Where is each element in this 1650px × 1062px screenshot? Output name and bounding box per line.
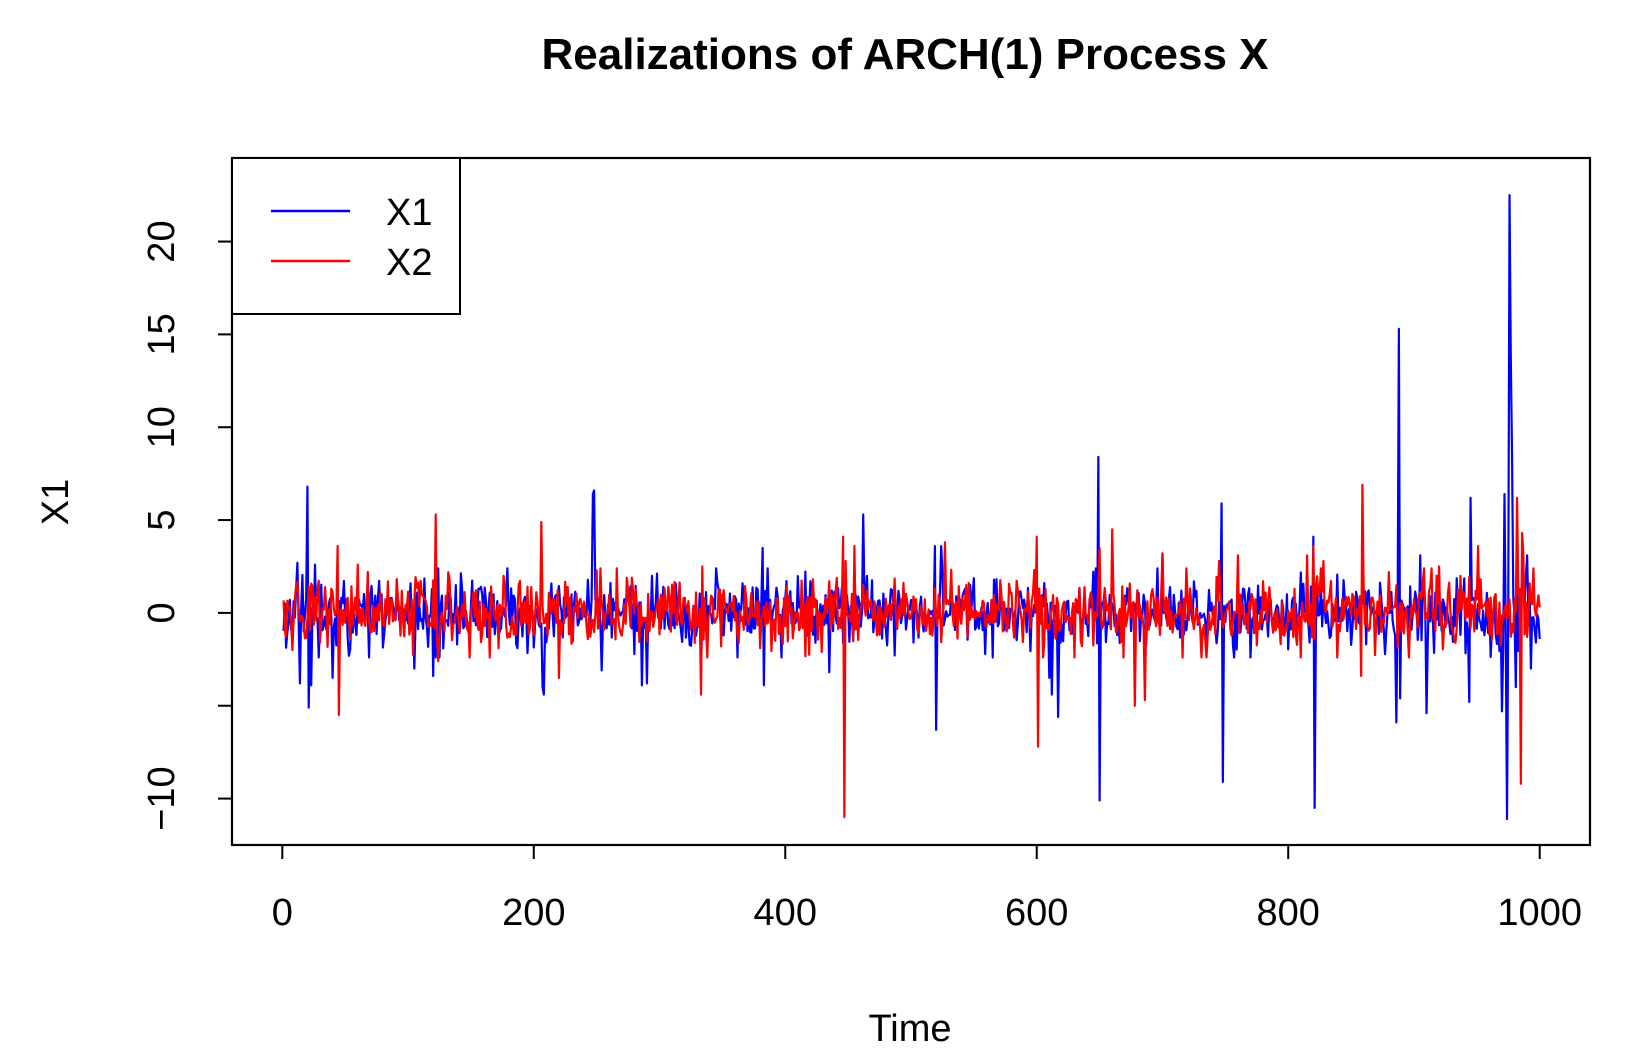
y-tick-label: 0 xyxy=(141,602,183,623)
chart-title: Realizations of ARCH(1) Process X xyxy=(542,30,1269,79)
series-line-x1 xyxy=(282,194,1541,821)
y-tick-label: 5 xyxy=(141,509,183,530)
y-tick-label: −10 xyxy=(141,766,183,830)
x-tick-label: 400 xyxy=(754,892,817,934)
y-tick-label: 20 xyxy=(141,220,183,262)
legend: X1 X2 xyxy=(231,157,461,315)
x-tick-label: 600 xyxy=(1005,892,1068,934)
x-tick-label: 0 xyxy=(272,892,293,934)
y-tick-label: 15 xyxy=(141,313,183,355)
y-axis-label: X1 xyxy=(35,479,77,525)
legend-box xyxy=(231,157,461,315)
legend-label-x2: X2 xyxy=(386,242,432,284)
x-axis-label: Time xyxy=(868,1008,951,1050)
x-tick-label: 1000 xyxy=(1497,892,1582,934)
legend-label-x1: X1 xyxy=(386,192,432,234)
x-axis: 0 200 400 600 800 1000 xyxy=(272,844,1582,934)
series-line-x2 xyxy=(282,483,1541,819)
x-tick-label: 800 xyxy=(1257,892,1320,934)
y-axis: −10 0 5 10 15 20 xyxy=(141,220,233,831)
y-tick-label: 10 xyxy=(141,406,183,448)
x-tick-label: 200 xyxy=(502,892,565,934)
series-layer xyxy=(282,194,1541,821)
